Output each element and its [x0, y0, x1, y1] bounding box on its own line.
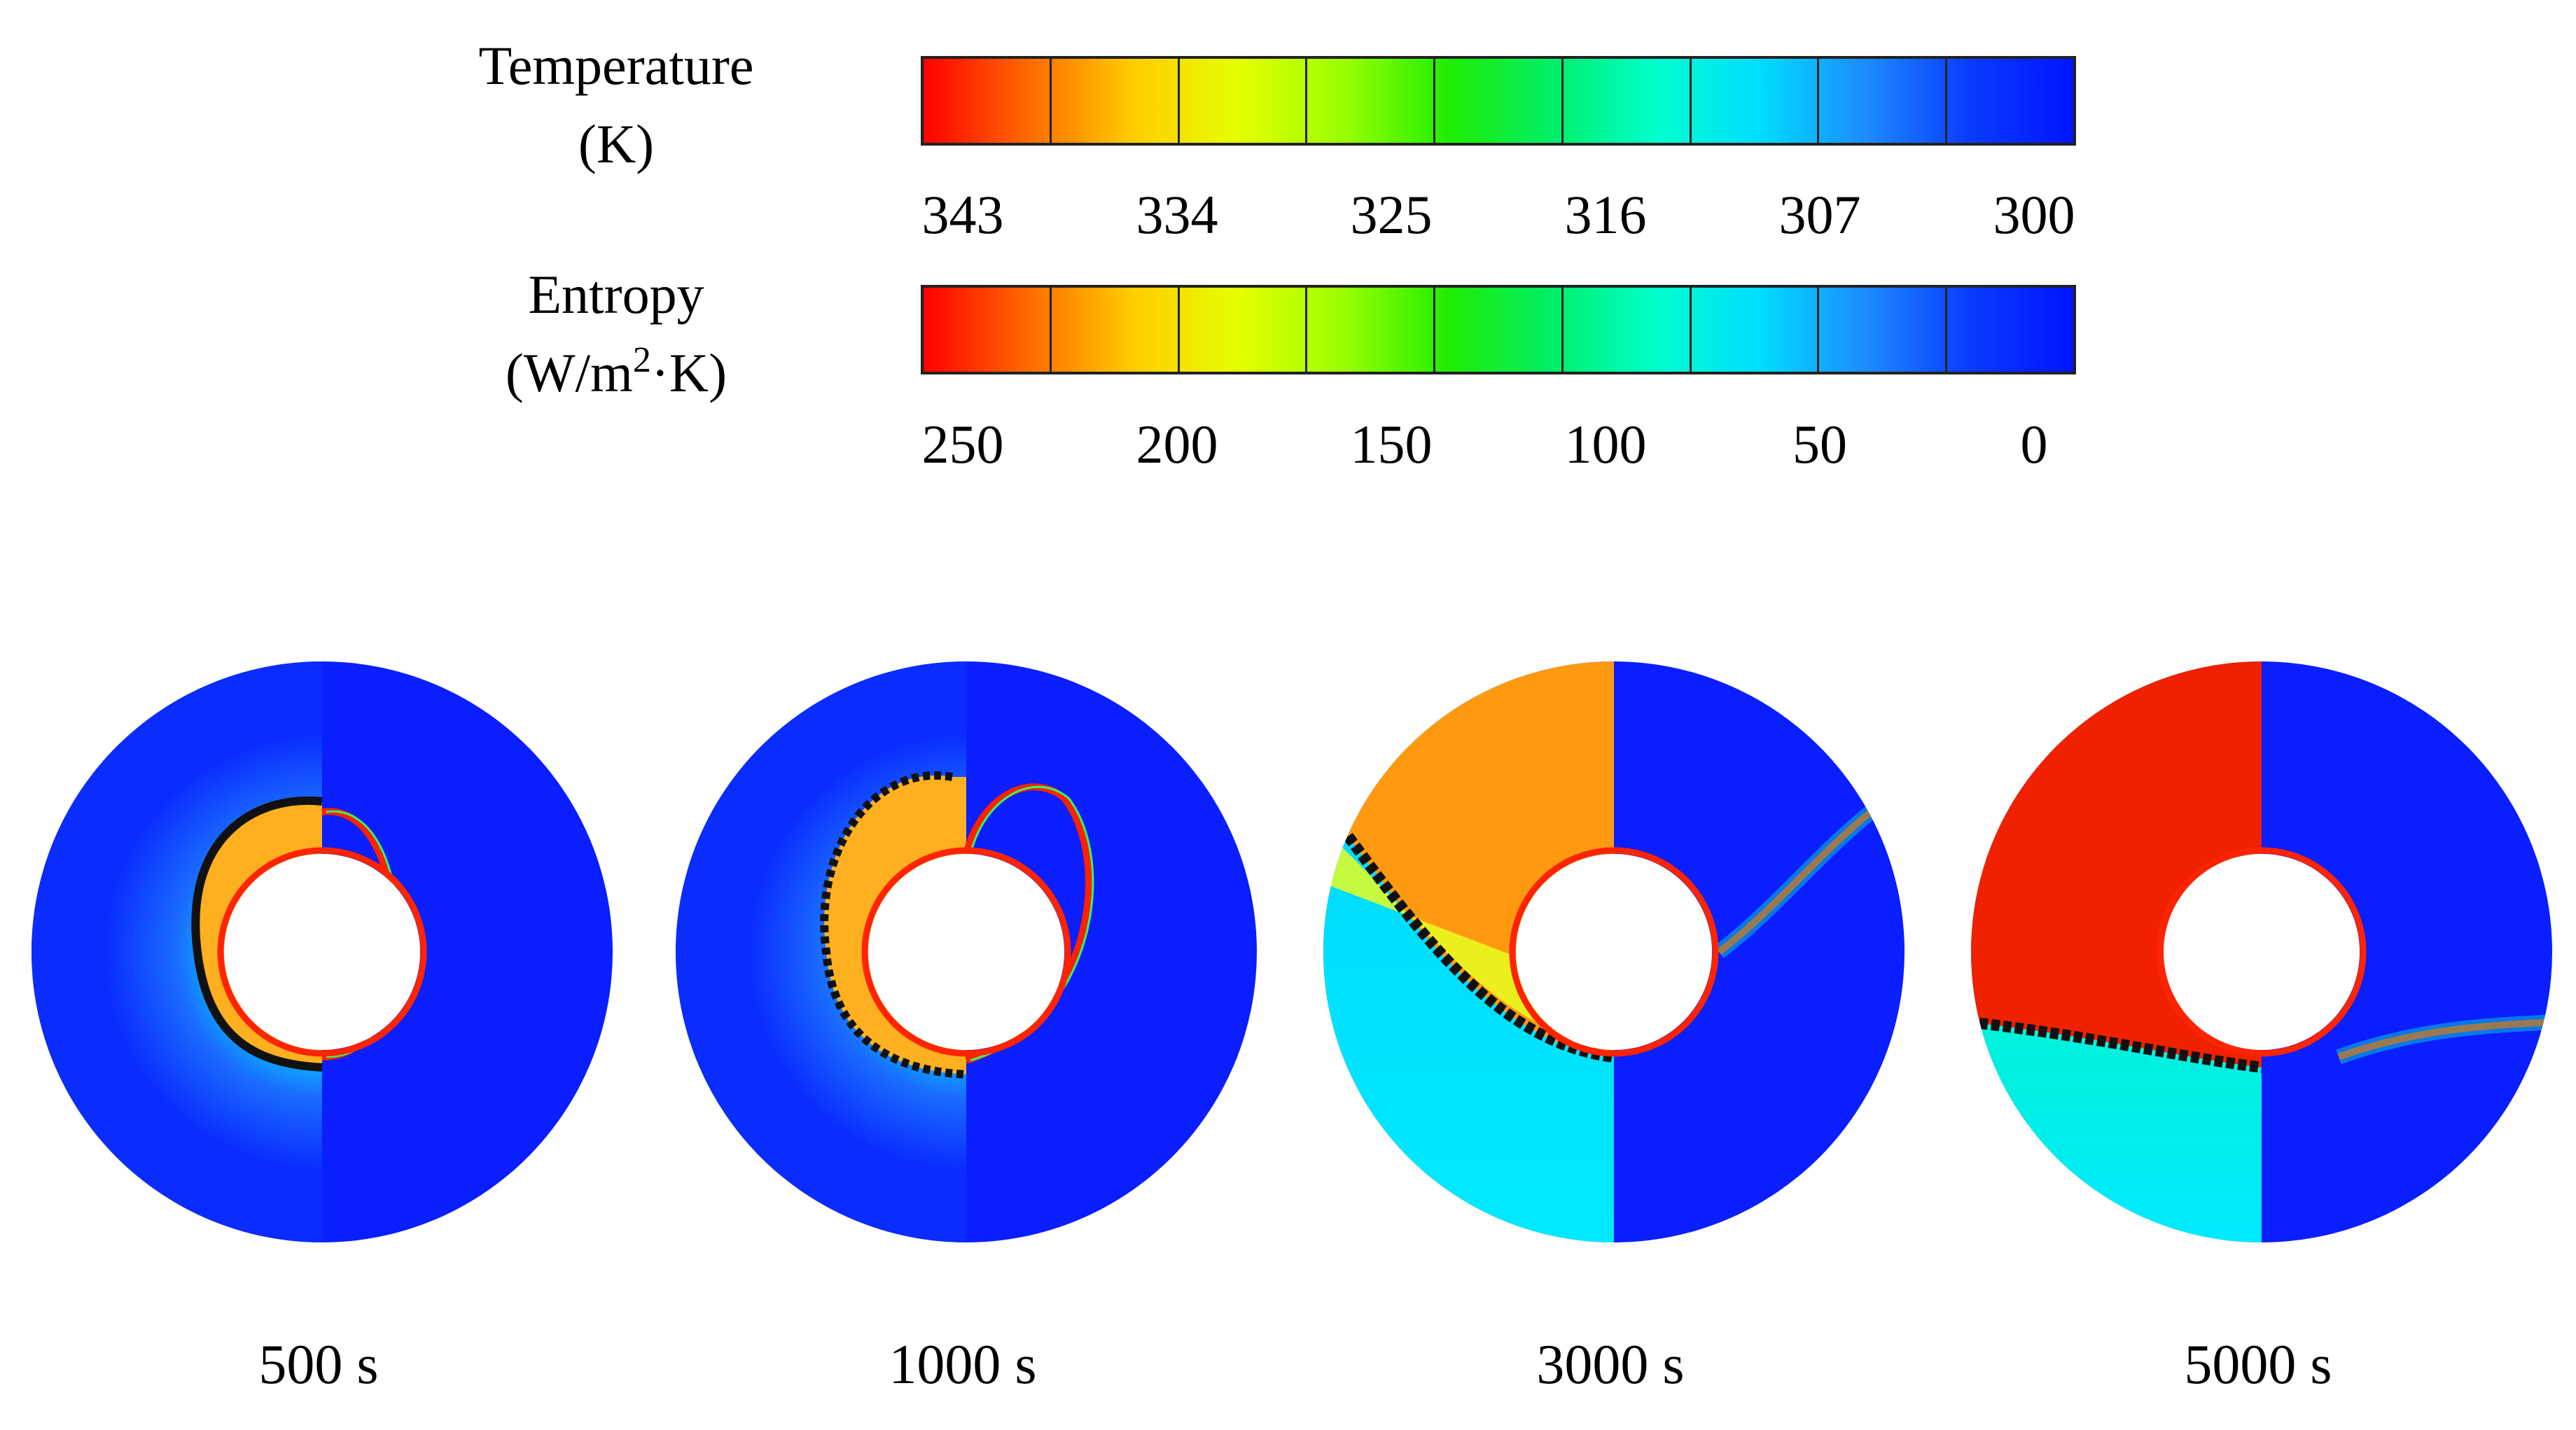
colorbar-segment: [1692, 288, 1820, 372]
temperature-tick: 300: [1993, 184, 2075, 245]
temperature-tick: 325: [1350, 184, 1433, 245]
entropy-unit-pre: (W/m: [505, 342, 633, 403]
entropy-legend-title-line1: Entropy: [528, 264, 704, 325]
inner-tube: [224, 854, 420, 1050]
temperature-colorbar: [921, 56, 2076, 146]
time-label-500s: 500 s: [258, 1334, 379, 1396]
time-label-5000s: 5000 s: [2184, 1334, 2332, 1396]
temperature-legend-title-line1: Temperature: [478, 35, 754, 96]
temperature-tick: 334: [1136, 184, 1218, 245]
entropy-tick: 150: [1350, 414, 1433, 475]
inner-tube: [2164, 854, 2360, 1050]
annulus-plot: [32, 661, 613, 1242]
inner-tube: [1516, 854, 1712, 1050]
solid-liquid-interface: [820, 771, 967, 1079]
entropy-legend-title: Entropy (W/m2·K): [420, 255, 812, 412]
colorbar-segment: [1819, 288, 1948, 372]
annulus-plot: [676, 661, 1257, 1242]
solid-liquid-interface: [1971, 1016, 2262, 1073]
temperature-tick: 316: [1564, 184, 1647, 245]
annulus-panel-3000s: [1320, 658, 1908, 1246]
entropy-tick: 200: [1136, 414, 1218, 475]
entropy-legend-unit: (W/m2·K): [420, 334, 812, 412]
annulus-panel-5000s: [1968, 658, 2556, 1246]
entropy-tick: 50: [1792, 414, 1847, 475]
time-label-3000s: 3000 s: [1536, 1334, 1685, 1396]
temperature-tick: 307: [1778, 184, 1861, 245]
colorbar-segment: [1052, 59, 1180, 143]
temperature-tick: 343: [921, 184, 1004, 245]
entropy-unit-post: ·K): [650, 342, 727, 403]
entropy-tick: 100: [1564, 414, 1647, 475]
colorbar-segment: [1307, 288, 1436, 372]
entropy-generation-line: [2337, 1018, 2552, 1060]
colorbar-segment: [1947, 288, 2073, 372]
temperature-legend-unit: (K): [578, 113, 655, 174]
colorbar-segment: [924, 288, 1052, 372]
heated-inner-wall: [2157, 847, 2367, 1057]
solid-liquid-interface: [1323, 794, 1615, 1063]
annulus-panel-1000s: [672, 658, 1260, 1246]
heated-inner-wall: [1509, 847, 1719, 1057]
colorbar-segment: [924, 59, 1052, 143]
solid-liquid-interface: [191, 796, 323, 1072]
colorbar-segment: [1307, 59, 1436, 143]
annulus-plot: [1323, 661, 1905, 1242]
entropy-tick: 0: [2020, 414, 2048, 475]
colorbar-segment: [1947, 59, 2073, 143]
colorbar-segment: [1819, 59, 1948, 143]
temperature-colorbar-ticks: 343 334 325 316 307 300: [921, 183, 2076, 253]
inner-tube: [868, 854, 1064, 1050]
entropy-unit-sup: 2: [632, 340, 651, 380]
colorbar-segment: [1180, 288, 1308, 372]
colorbar-segment: [1692, 59, 1820, 143]
colorbar-segment: [1435, 288, 1564, 372]
time-label-1000s: 1000 s: [889, 1334, 1037, 1396]
entropy-generation-line: [1716, 802, 1883, 955]
annulus-plot: [1971, 661, 2552, 1242]
heated-inner-wall: [217, 847, 427, 1057]
colorbar-segment: [1564, 288, 1692, 372]
temperature-legend-title: Temperature (K): [420, 27, 812, 183]
annulus-panel-500s: [28, 658, 616, 1246]
heated-inner-wall: [861, 847, 1071, 1057]
colorbar-segment: [1435, 59, 1564, 143]
colorbar-segment: [1052, 288, 1180, 372]
entropy-colorbar: [921, 285, 2076, 374]
colorbar-segment: [1180, 59, 1308, 143]
entropy-colorbar-ticks: 250 200 150 100 50 0: [921, 413, 2076, 483]
colorbar-segment: [1564, 59, 1692, 143]
entropy-tick: 250: [921, 414, 1004, 475]
